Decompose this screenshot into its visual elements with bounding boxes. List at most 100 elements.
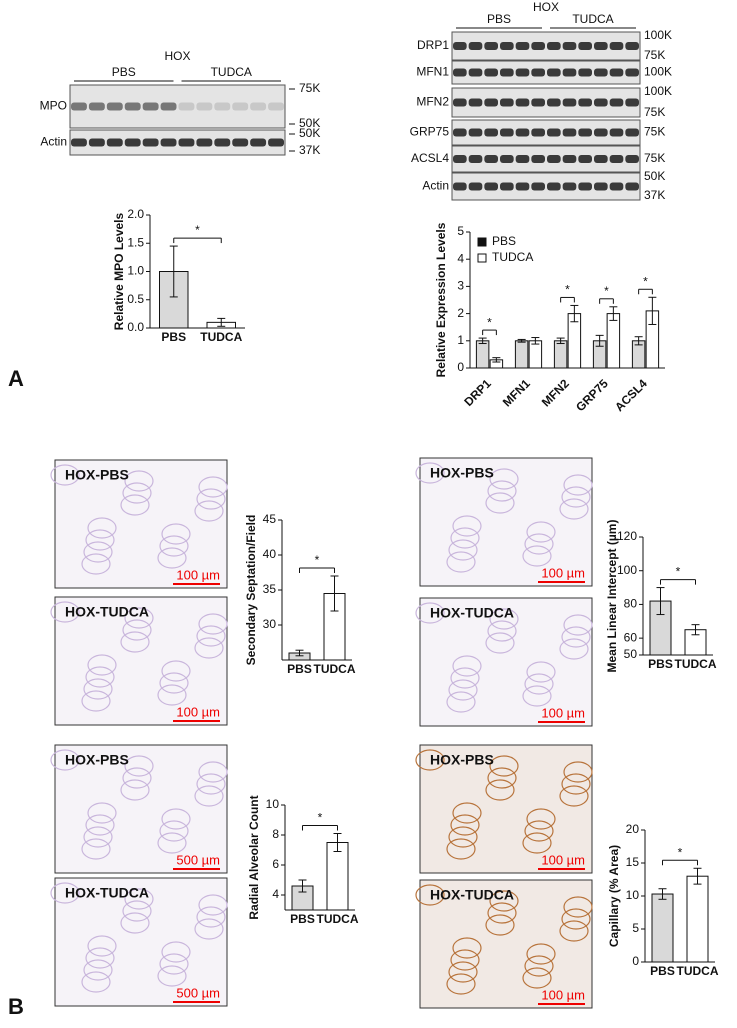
blot-band	[594, 155, 608, 163]
x-tick-label: TUDCA	[675, 657, 717, 671]
blot-band	[531, 182, 545, 191]
blot-band	[268, 102, 284, 111]
tissue	[487, 767, 517, 789]
tissue	[524, 955, 554, 977]
tissue	[85, 814, 115, 836]
blot-band	[196, 102, 213, 111]
blot-band	[500, 155, 514, 163]
blot-band	[594, 182, 608, 191]
blot-band	[142, 102, 159, 111]
y-tick-label: 0.5	[127, 292, 144, 306]
blot-band	[625, 182, 639, 191]
bar	[326, 842, 349, 911]
blot-band	[468, 42, 483, 50]
y-tick-label: 0	[457, 360, 464, 374]
tissue	[50, 464, 80, 486]
blot-band	[515, 68, 530, 77]
micrograph	[54, 744, 228, 874]
blot-band	[453, 68, 467, 77]
blot-band	[232, 102, 249, 111]
tissue	[50, 749, 80, 771]
x-tick-label: DRP1	[461, 376, 494, 409]
marker-label: 100K	[644, 65, 672, 79]
micrograph-label: HOX-TUDCA	[430, 887, 514, 903]
tissue	[85, 666, 115, 688]
x-tick-label: PBS	[648, 657, 673, 671]
blot-band	[453, 155, 467, 163]
bar	[514, 340, 529, 369]
marker-label: 75K	[644, 48, 665, 62]
scale-bar-label: 500 µm	[176, 985, 220, 1000]
tissue	[563, 896, 593, 918]
blot-band	[500, 68, 514, 77]
marker-label: 75K	[644, 105, 665, 119]
blot-band	[484, 98, 498, 107]
blot-band	[453, 182, 467, 191]
y-tick-label: 20	[626, 822, 640, 836]
blot-band	[88, 138, 105, 147]
blot-strip	[451, 87, 641, 118]
blot-band	[468, 155, 483, 163]
tissue	[452, 937, 482, 959]
tissue	[489, 755, 519, 777]
y-tick-label: 2	[457, 306, 464, 320]
blot-band	[250, 138, 267, 147]
blot-strip	[451, 172, 641, 201]
blot-band	[515, 182, 530, 191]
blot-row-label: GRP75	[410, 125, 450, 139]
blot-band	[609, 42, 624, 50]
x-tick-label: TUDCA	[200, 330, 242, 344]
tissue	[198, 613, 228, 635]
significance-star: *	[643, 274, 648, 288]
tissue	[563, 614, 593, 636]
tissue	[87, 802, 117, 824]
blot-band	[71, 138, 87, 147]
blot-band	[531, 128, 545, 137]
tissue	[448, 826, 478, 848]
tissue	[83, 541, 113, 563]
blot-band	[594, 128, 608, 137]
blot-band	[124, 138, 141, 147]
legend-label: TUDCA	[492, 250, 533, 264]
blot-band	[531, 98, 545, 107]
blot-band	[531, 42, 545, 50]
blot-row-label: MFN2	[416, 95, 449, 109]
legend-swatch	[477, 253, 487, 263]
blot-strip	[451, 145, 641, 173]
marker-label: 50K	[299, 116, 320, 130]
y-tick-label: 60	[624, 630, 638, 644]
blot-band	[453, 128, 467, 137]
tissue	[448, 539, 478, 561]
panel-label: A	[8, 366, 24, 391]
blot-row-label: Actin	[422, 179, 449, 193]
y-tick-label: 35	[263, 582, 277, 596]
blot-row-label: ACSL4	[411, 151, 449, 165]
blot-band	[214, 102, 231, 111]
scale-bar-label: 100 µm	[176, 567, 220, 582]
tissue	[161, 660, 191, 682]
bar	[651, 893, 674, 963]
tissue	[159, 535, 189, 557]
blot-band	[609, 68, 624, 77]
blot-row-label: MFN1	[416, 65, 449, 79]
tissue	[450, 814, 480, 836]
marker-label: 37K	[299, 143, 320, 157]
blot-band	[468, 68, 483, 77]
panel-label: B	[8, 994, 24, 1019]
x-tick-label: PBS	[161, 330, 186, 344]
y-axis-label: Relative MPO Levels	[112, 212, 126, 330]
significance-star: *	[315, 553, 320, 567]
y-tick-label: 120	[617, 529, 637, 543]
micrograph	[419, 597, 593, 727]
y-axis-label: Capillary (% Area)	[607, 845, 621, 947]
y-tick-label: 6	[272, 857, 279, 871]
blot-title: HOX	[164, 49, 190, 63]
blot-band	[625, 155, 639, 163]
tissue	[198, 894, 228, 916]
blot-band	[594, 42, 608, 50]
blot-row-label: DRP1	[417, 38, 449, 52]
tissue	[489, 608, 519, 630]
significance-star: *	[318, 811, 323, 825]
tissue	[159, 820, 189, 842]
blot-band	[160, 138, 177, 147]
